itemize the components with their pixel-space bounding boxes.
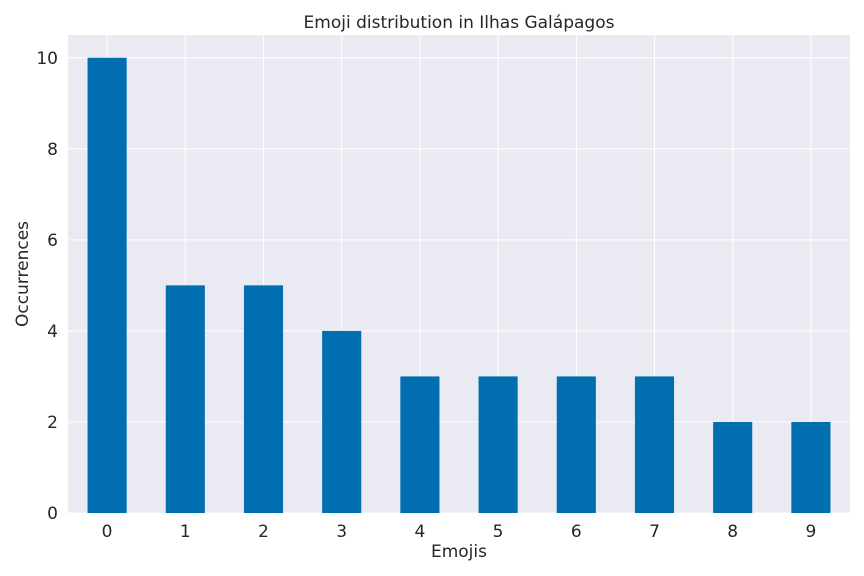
x-axis-label: Emojis	[431, 542, 487, 562]
bar-0	[87, 57, 127, 514]
x-tick-label: 5	[493, 522, 504, 542]
bar-9	[791, 421, 831, 513]
y-tick-label: 0	[47, 504, 58, 524]
tick-labels: 0 2 4 6 8 10 0 1 2 3 4 5 6 7 8 9	[36, 49, 816, 542]
bar-7	[634, 376, 675, 513]
x-tick-label: 8	[727, 522, 738, 542]
y-axis-label: Occurrences	[13, 221, 33, 327]
bar-8	[713, 421, 753, 513]
x-tick-label: 4	[414, 522, 425, 542]
x-tick-label: 6	[571, 522, 582, 542]
x-tick-label: 3	[336, 522, 347, 542]
bar-2	[243, 285, 284, 513]
x-tick-label: 0	[102, 522, 113, 542]
x-tick-label: 9	[805, 522, 816, 542]
y-tick-label: 2	[47, 413, 58, 433]
bar-3	[322, 330, 362, 513]
y-tick-label: 4	[47, 322, 58, 342]
y-tick-label: 10	[36, 49, 58, 69]
y-tick-label: 6	[47, 231, 58, 251]
bar-5	[478, 376, 518, 513]
bar-4	[400, 376, 440, 513]
bar-6	[556, 376, 596, 513]
x-tick-label: 7	[649, 522, 660, 542]
bar-1	[165, 285, 205, 513]
x-tick-label: 1	[180, 522, 191, 542]
bars	[87, 57, 831, 514]
x-tick-label: 2	[258, 522, 269, 542]
chart-title: Emoji distribution in Ilhas Galápagos	[304, 13, 615, 33]
y-tick-label: 8	[47, 140, 58, 160]
